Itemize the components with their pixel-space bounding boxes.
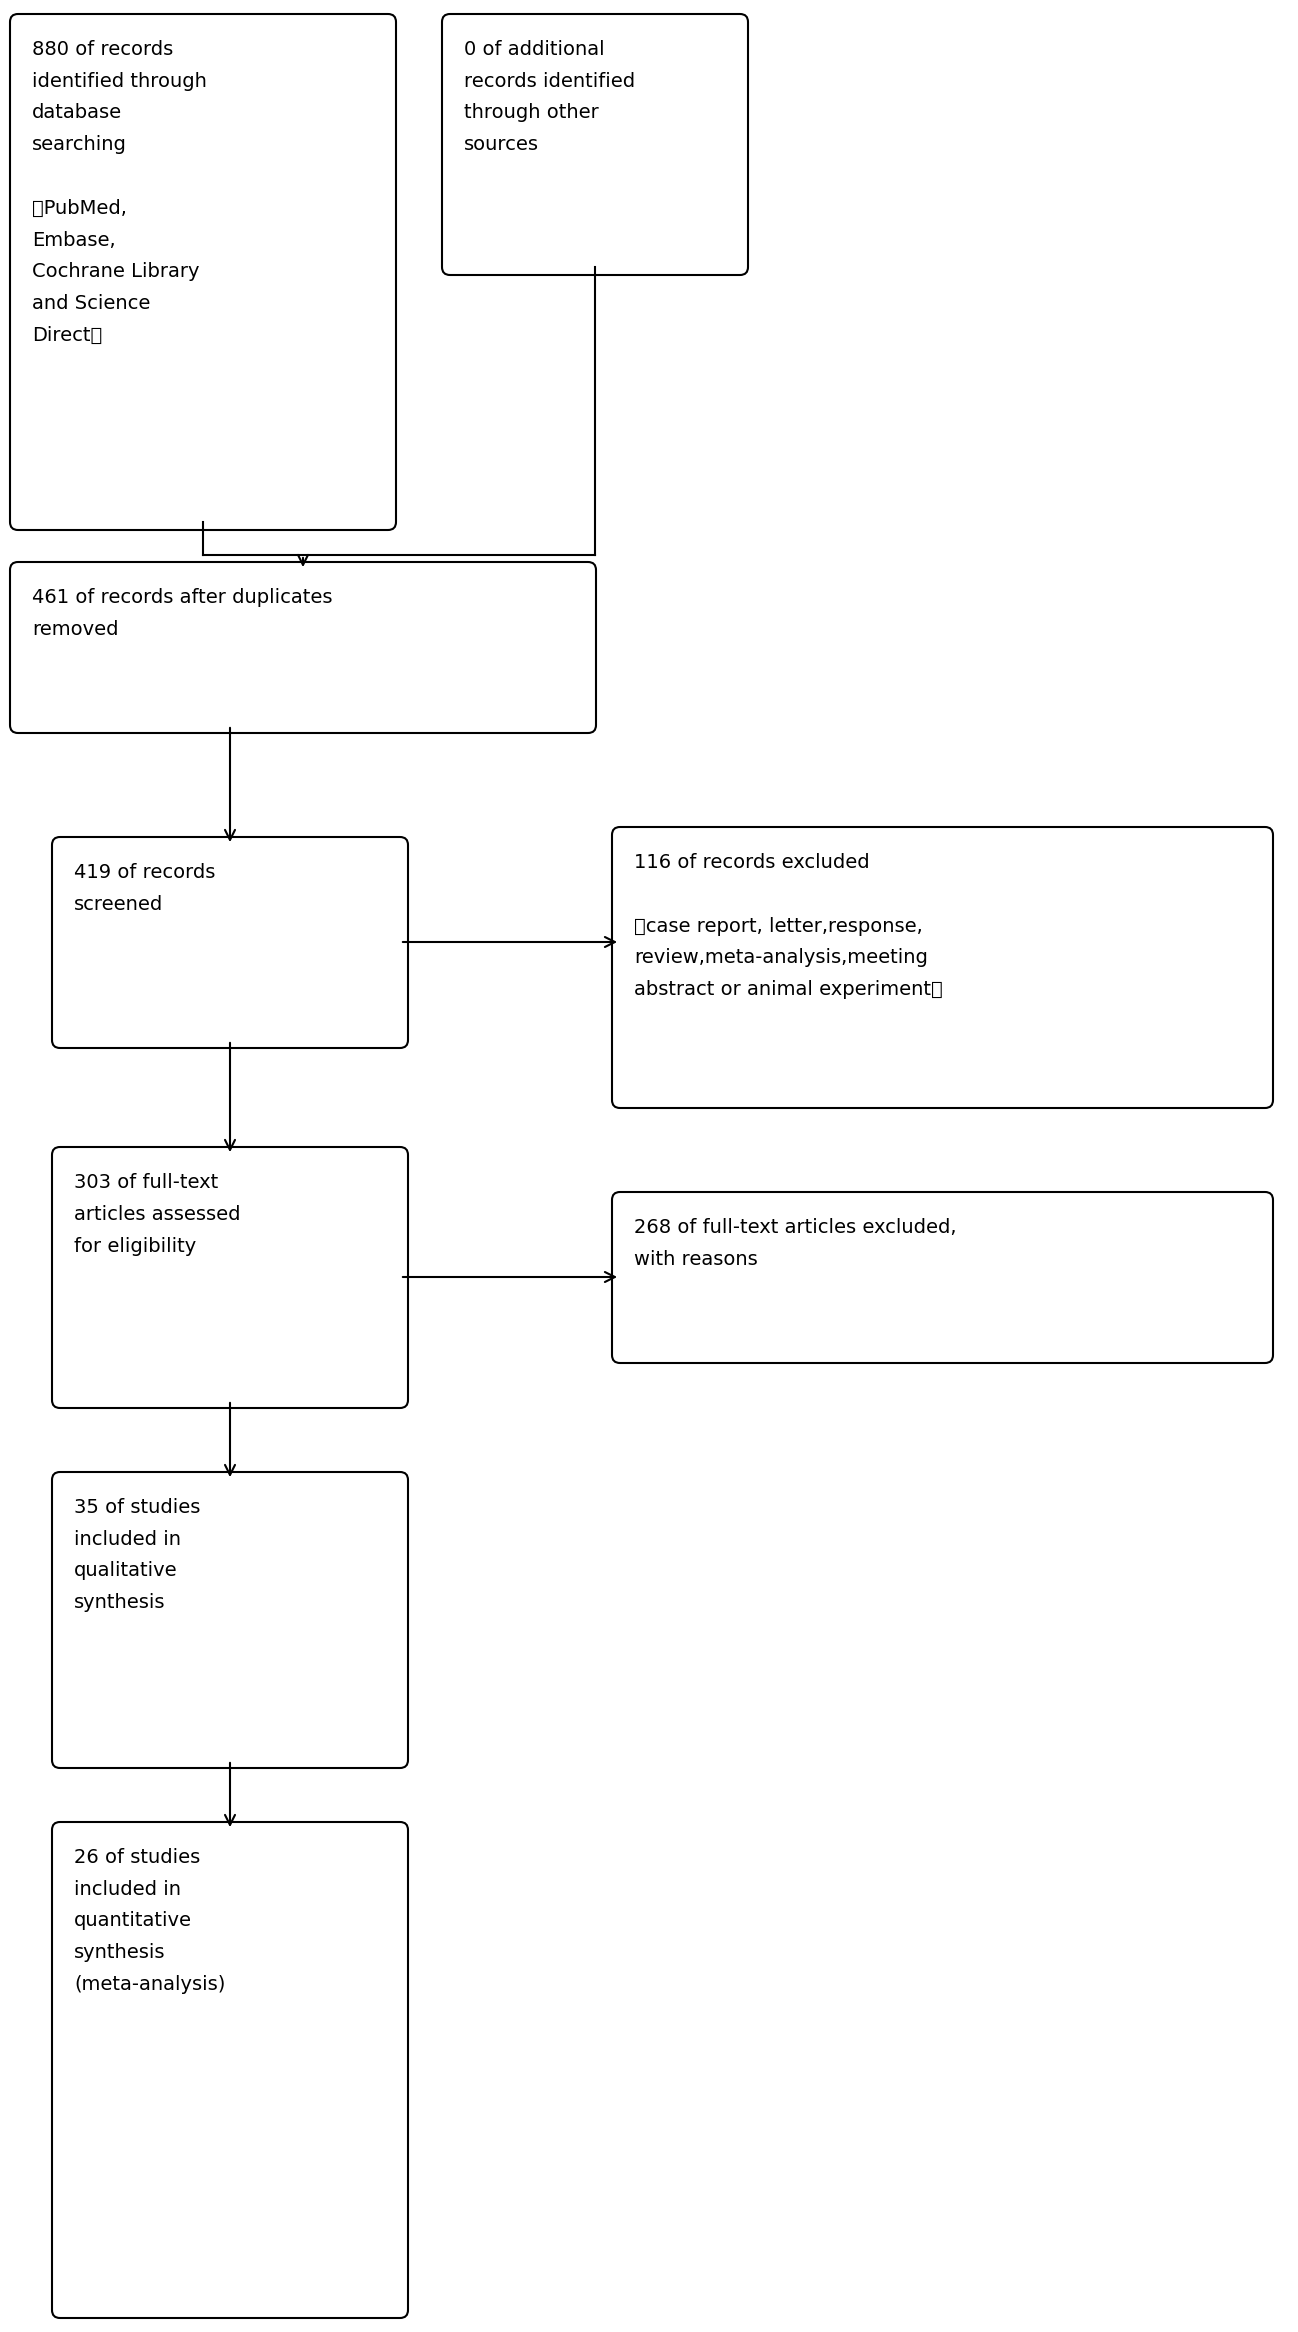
Text: 0 of additional
records identified
through other
sources: 0 of additional records identified throu… [463,40,635,154]
FancyBboxPatch shape [611,828,1273,1108]
Text: 461 of records after duplicates
removed: 461 of records after duplicates removed [32,588,332,639]
Text: 26 of studies
included in
quantitative
synthesis
(meta-analysis): 26 of studies included in quantitative s… [74,1847,226,1994]
Text: 419 of records
screened: 419 of records screened [74,863,215,914]
FancyBboxPatch shape [52,837,408,1047]
FancyBboxPatch shape [52,1471,408,1768]
FancyBboxPatch shape [52,1147,408,1409]
Text: 880 of records
identified through
database
searching

（PubMed,
Embase,
Cochrane : 880 of records identified through databa… [32,40,206,345]
Text: 116 of records excluded

（case report, letter,response,
review,meta-analysis,mee: 116 of records excluded （case report, le… [633,854,942,998]
Text: 303 of full-text
articles assessed
for eligibility: 303 of full-text articles assessed for e… [74,1173,240,1255]
Text: 35 of studies
included in
qualitative
synthesis: 35 of studies included in qualitative sy… [74,1497,200,1611]
Text: 268 of full-text articles excluded,
with reasons: 268 of full-text articles excluded, with… [633,1217,957,1269]
FancyBboxPatch shape [10,14,396,529]
FancyBboxPatch shape [611,1192,1273,1362]
FancyBboxPatch shape [10,562,596,732]
FancyBboxPatch shape [52,1821,408,2318]
FancyBboxPatch shape [443,14,748,275]
